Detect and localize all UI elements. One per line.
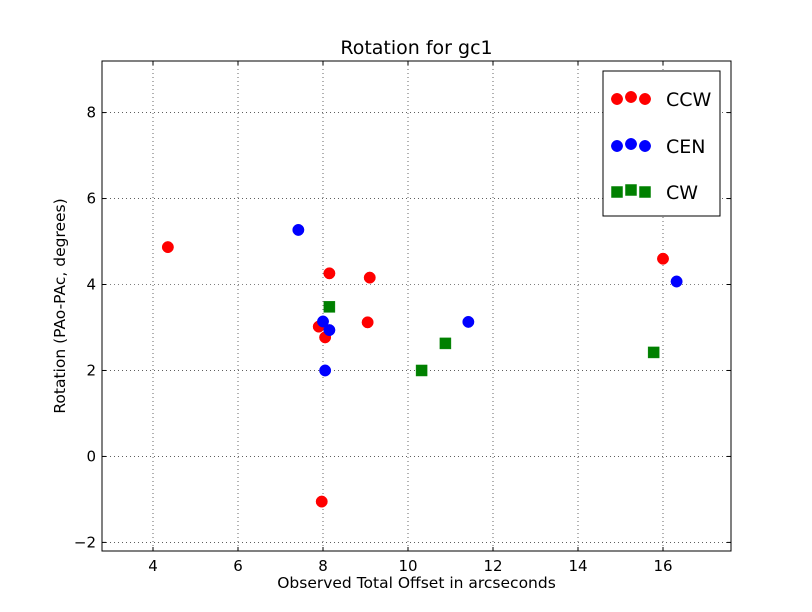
legend: CCW CEN CW (602, 70, 721, 217)
legend-marker-cw (611, 186, 623, 198)
cen-data-point (462, 315, 475, 328)
cen-data-point (323, 324, 336, 337)
y-tick-label: 0 (86, 447, 96, 465)
cw-data-point (323, 301, 336, 313)
x-tick-label: 12 (483, 557, 502, 575)
axis-ticks: 4 6 8 10 12 14 16 −2 0 2 4 6 8 (74, 61, 731, 575)
ccw-data-point (363, 271, 376, 284)
grid-lines (102, 61, 731, 551)
ccw-data-point (361, 316, 374, 329)
x-tick-label: 10 (398, 557, 417, 575)
ccw-data-point (315, 495, 328, 508)
plot-frame (101, 60, 732, 552)
ccw-data-point (657, 252, 669, 265)
legend-label-cen: CEN (666, 136, 705, 158)
cw-data-point (415, 364, 428, 377)
ccw-data-point (161, 241, 174, 254)
legend-marker-cen (611, 140, 623, 152)
y-tick-label: −2 (74, 533, 96, 551)
y-axis-label: Rotation (PAo-PAc, degrees) (51, 198, 69, 413)
x-tick-label: 6 (233, 557, 243, 575)
cen-data-point (292, 223, 305, 236)
cen-data-point (670, 275, 683, 288)
y-tick-label: 4 (86, 276, 96, 294)
x-axis-label: Observed Total Offset in arcseconds (277, 574, 556, 592)
cen-data-point (317, 315, 329, 328)
legend-label-cw: CW (666, 182, 698, 204)
ccw-data-point (323, 267, 336, 280)
y-tick-label: 8 (86, 104, 96, 122)
legend-marker-ccw (639, 93, 651, 105)
legend-marker-ccw (611, 93, 623, 105)
cw-data-point (647, 346, 660, 359)
x-tick-label: 4 (148, 557, 158, 575)
chart-title: Rotation for gc1 (340, 37, 492, 59)
legend-label-ccw: CCW (666, 89, 712, 111)
y-tick-label: 2 (86, 361, 96, 379)
legend-marker-ccw (625, 91, 637, 103)
x-tick-label: 8 (318, 557, 328, 575)
legend-marker-cen (625, 138, 637, 150)
x-tick-label: 14 (568, 557, 587, 575)
legend-items: CCW CEN CW (611, 89, 712, 204)
legend-marker-cw (639, 186, 651, 198)
cw-data-point (439, 337, 452, 350)
cen-data-point (319, 364, 332, 377)
x-tick-label: 16 (653, 557, 672, 575)
data-points (161, 223, 683, 508)
legend-marker-cw (625, 184, 637, 196)
legend-marker-cen (639, 140, 651, 152)
y-tick-label: 6 (86, 190, 96, 208)
